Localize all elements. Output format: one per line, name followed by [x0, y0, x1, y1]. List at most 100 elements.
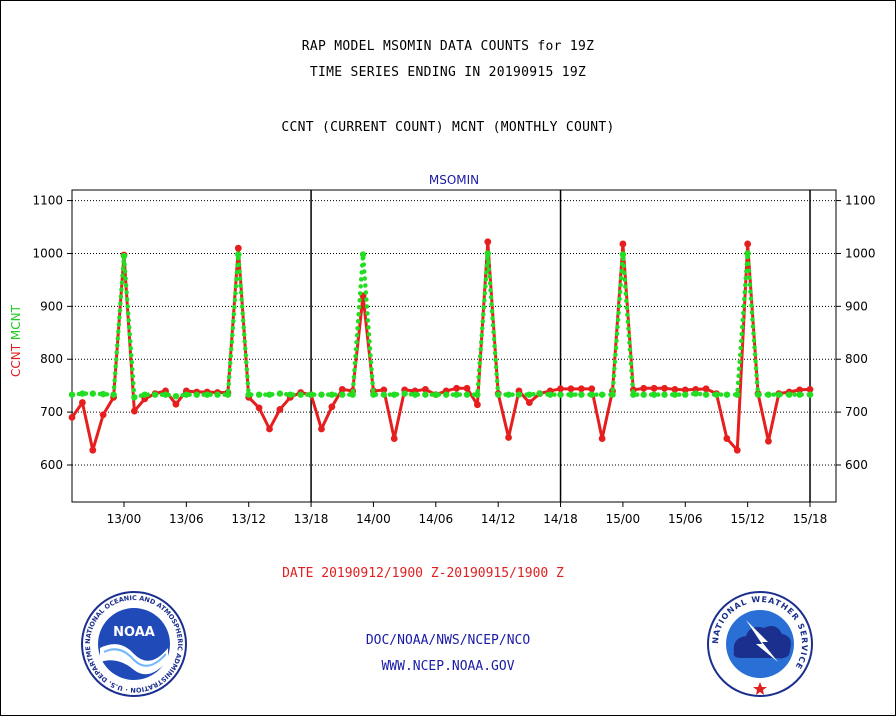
point-mcnt — [401, 390, 408, 397]
point-mcnt — [661, 391, 668, 398]
point-mcnt — [463, 391, 471, 398]
x-tick-label: 13/18 — [294, 512, 329, 526]
chart-title-line3: CCNT (CURRENT COUNT) MCNT (MONTHLY COUNT… — [281, 120, 615, 135]
chart-title-line1: RAP MODEL MSOMIN DATA COUNTS for 19Z — [301, 39, 595, 54]
point-ccnt — [453, 384, 460, 392]
point-ccnt — [640, 384, 648, 392]
x-tick-label: 14/12 — [481, 512, 516, 526]
point-ccnt — [765, 437, 772, 445]
point-ccnt — [463, 384, 471, 392]
point-mcnt — [505, 391, 512, 398]
series-line-mcnt — [69, 253, 813, 401]
point-mcnt — [328, 391, 336, 398]
point-ccnt — [702, 385, 710, 393]
point-mcnt — [203, 391, 211, 398]
point-ccnt — [505, 434, 512, 441]
x-tick-label: 13/06 — [169, 512, 204, 526]
point-mcnt — [702, 391, 710, 398]
point-mcnt — [68, 391, 76, 398]
point-ccnt — [681, 386, 689, 394]
url-link[interactable]: WWW.NCEP.NOAA.GOV — [381, 659, 515, 674]
point-ccnt — [99, 411, 107, 419]
point-mcnt — [297, 391, 304, 398]
org-label: DOC/NOAA/NWS/NCEP/NCO — [365, 633, 531, 648]
point-mcnt — [266, 391, 273, 398]
point-mcnt — [671, 391, 679, 398]
point-ccnt — [78, 399, 86, 406]
point-mcnt — [432, 391, 440, 398]
point-mcnt — [546, 391, 554, 398]
point-mcnt — [224, 391, 232, 398]
point-ccnt — [796, 386, 804, 394]
point-mcnt — [557, 391, 564, 398]
point-ccnt — [390, 435, 398, 442]
point-ccnt — [733, 446, 741, 454]
point-mcnt — [245, 391, 252, 398]
point-mcnt — [391, 391, 398, 398]
point-ccnt — [557, 385, 564, 393]
point-ccnt — [588, 385, 596, 393]
y-axis-label: CCNT MCNT — [9, 304, 23, 377]
point-mcnt — [276, 390, 284, 397]
point-mcnt — [318, 391, 325, 398]
point-mcnt — [183, 391, 190, 398]
point-mcnt — [609, 391, 616, 398]
point-mcnt — [422, 391, 429, 398]
point-mcnt — [588, 391, 595, 398]
point-mcnt — [598, 391, 606, 398]
point-ccnt — [276, 406, 284, 413]
point-mcnt — [443, 391, 450, 398]
point-mcnt — [349, 391, 356, 398]
point-ccnt — [567, 385, 575, 393]
point-mcnt — [536, 390, 543, 397]
point-mcnt — [734, 391, 741, 398]
point-ccnt — [255, 404, 263, 412]
point-mcnt — [754, 391, 762, 398]
y-tick-label-right: 600 — [845, 458, 868, 472]
x-tick-label: 15/12 — [730, 512, 765, 526]
point-ccnt — [89, 446, 97, 454]
point-mcnt — [131, 394, 138, 401]
point-mcnt — [713, 391, 720, 398]
point-ccnt — [619, 240, 627, 248]
point-mcnt — [172, 393, 180, 400]
point-mcnt — [806, 391, 814, 398]
point-mcnt — [99, 390, 107, 398]
point-mcnt — [682, 391, 689, 398]
plot-title: MSOMIN — [429, 173, 479, 187]
y-tick-label-right: 1100 — [845, 194, 876, 208]
point-ccnt — [422, 385, 429, 393]
nws-logo: NATIONAL WEATHER SERVICE — [707, 591, 813, 697]
point-mcnt — [307, 391, 315, 398]
point-mcnt — [640, 391, 647, 398]
y-axis-label-mcnt: MCNT — [9, 304, 23, 344]
point-ccnt — [234, 244, 242, 252]
point-mcnt — [151, 391, 159, 398]
point-mcnt — [193, 391, 200, 398]
point-mcnt — [786, 391, 793, 398]
point-mcnt — [141, 391, 148, 398]
point-ccnt — [68, 413, 76, 421]
point-mcnt — [578, 391, 585, 398]
x-tick-label: 13/12 — [231, 512, 266, 526]
point-ccnt — [380, 386, 388, 394]
point-mcnt — [484, 250, 491, 257]
series-line-ccnt — [70, 240, 811, 452]
point-mcnt — [110, 391, 117, 398]
y-tick-label-left: 1000 — [32, 246, 63, 260]
point-mcnt — [255, 391, 263, 398]
noaa-logo-text: NOAA — [113, 625, 155, 640]
point-mcnt — [370, 391, 377, 398]
y-tick-label-right: 1000 — [845, 246, 876, 260]
point-ccnt — [650, 384, 658, 392]
point-mcnt — [765, 391, 772, 398]
date-range-label: DATE 20190912/1900 Z-20190915/1900 Z — [282, 566, 564, 581]
point-mcnt — [89, 390, 96, 397]
x-tick-label: 15/18 — [793, 512, 828, 526]
point-ccnt — [130, 407, 138, 415]
point-ccnt — [723, 435, 731, 442]
point-mcnt — [339, 391, 346, 398]
point-mcnt — [650, 391, 658, 398]
point-ccnt — [318, 425, 325, 433]
